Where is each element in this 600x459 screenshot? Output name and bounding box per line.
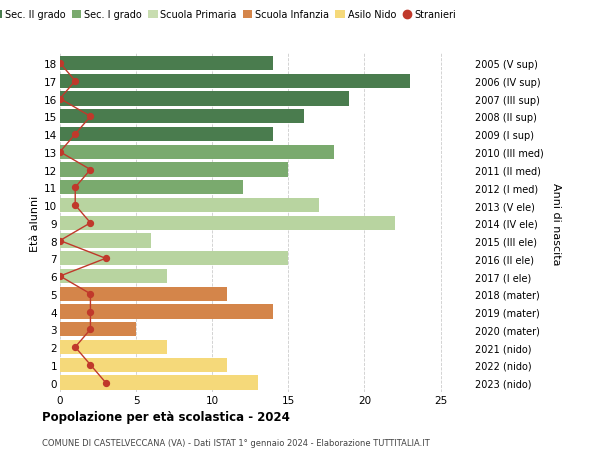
Y-axis label: Anni di nascita: Anni di nascita	[551, 182, 560, 264]
Bar	[60, 163, 289, 177]
Point	[70, 131, 80, 139]
Bar	[60, 110, 304, 124]
Point	[70, 78, 80, 85]
Bar	[60, 340, 167, 354]
Bar	[60, 323, 136, 336]
Point	[55, 237, 65, 245]
Point	[55, 95, 65, 103]
Bar	[60, 358, 227, 372]
Point	[55, 149, 65, 156]
Bar	[60, 269, 167, 284]
Point	[86, 219, 95, 227]
Point	[86, 167, 95, 174]
Point	[86, 361, 95, 369]
Bar	[60, 146, 334, 160]
Bar	[60, 305, 273, 319]
Point	[86, 113, 95, 121]
Point	[55, 60, 65, 67]
Point	[86, 291, 95, 298]
Point	[70, 344, 80, 351]
Point	[86, 308, 95, 315]
Bar	[60, 198, 319, 213]
Bar	[60, 287, 227, 301]
Legend: Sec. II grado, Sec. I grado, Scuola Primaria, Scuola Infanzia, Asilo Nido, Stran: Sec. II grado, Sec. I grado, Scuola Prim…	[0, 6, 460, 24]
Bar	[60, 92, 349, 106]
Y-axis label: Età alunni: Età alunni	[30, 195, 40, 252]
Text: COMUNE DI CASTELVECCANA (VA) - Dati ISTAT 1° gennaio 2024 - Elaborazione TUTTITA: COMUNE DI CASTELVECCANA (VA) - Dati ISTA…	[42, 438, 430, 447]
Bar	[60, 128, 273, 142]
Point	[86, 326, 95, 333]
Point	[55, 273, 65, 280]
Point	[70, 184, 80, 191]
Point	[101, 255, 110, 263]
Point	[70, 202, 80, 209]
Bar	[60, 57, 273, 71]
Text: Popolazione per età scolastica - 2024: Popolazione per età scolastica - 2024	[42, 410, 290, 423]
Bar	[60, 234, 151, 248]
Bar	[60, 181, 242, 195]
Bar	[60, 216, 395, 230]
Bar	[60, 74, 410, 89]
Bar	[60, 375, 258, 390]
Point	[101, 379, 110, 386]
Bar	[60, 252, 289, 266]
